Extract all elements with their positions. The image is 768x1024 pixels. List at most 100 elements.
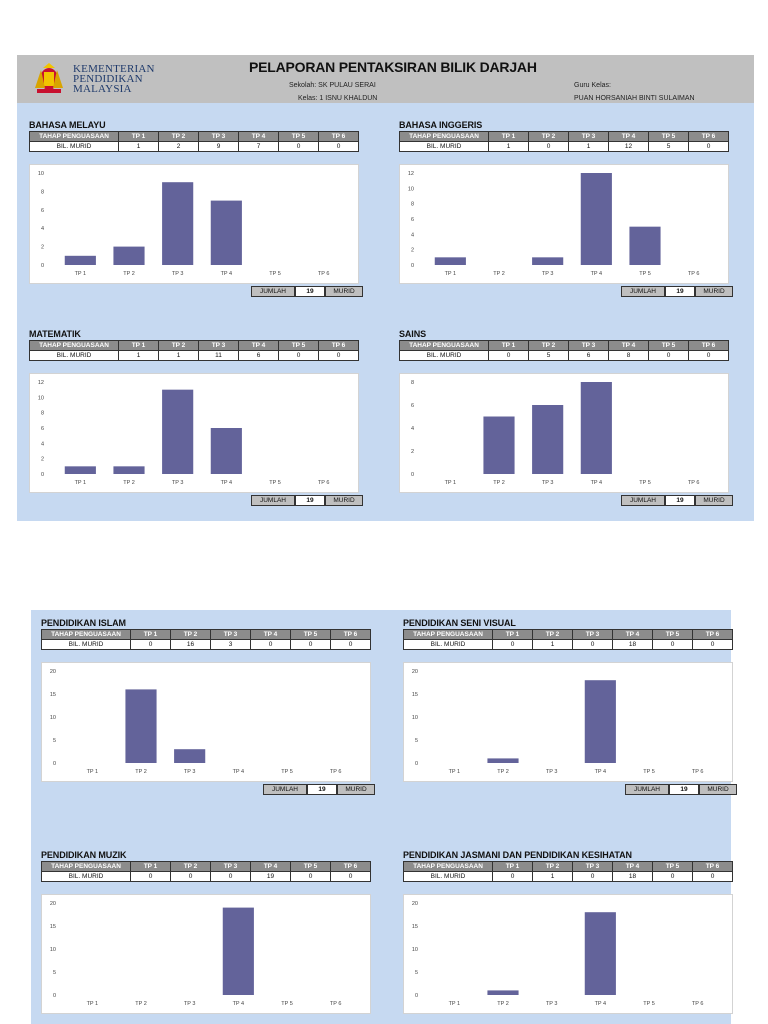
y-tick-label: 4 [411, 426, 414, 432]
x-tick-label-tp-6: TP 6 [330, 769, 342, 775]
header-tp-6: TP 6 [330, 629, 371, 640]
header-tp-2: TP 2 [158, 131, 199, 142]
bar-chart-svg: 0 2 4 6 8 10 12 TP 1 TP 2 TP 3 TP 4 TP 5 TP 6 [408, 171, 700, 277]
jumlah-unit: MURID [695, 286, 733, 297]
jumlah-label: JUMLAH [263, 784, 307, 795]
jumlah-label: JUMLAH [251, 495, 295, 506]
value-tp-4: 12 [608, 141, 649, 152]
y-tick-label: 10 [408, 186, 414, 192]
subject-panel-pendidikan-islam: PENDIDIKAN ISLAM TAHAP PENGUASAAN TP 1 TP 2… [41, 618, 376, 795]
bar-tp-4 [584, 680, 616, 763]
subject-title: PENDIDIKAN ISLAM [41, 618, 126, 628]
y-tick-label: 12 [408, 171, 414, 177]
x-tick-label-tp-1: TP 1 [75, 480, 87, 486]
y-tick-label: 0 [41, 263, 44, 269]
y-tick-label: 2 [41, 457, 44, 463]
value-tp-2: 1 [532, 871, 573, 882]
header-tp-1: TP 1 [118, 340, 159, 351]
x-tick-label-tp-5: TP 5 [281, 769, 293, 775]
x-tick-label-tp-1: TP 1 [445, 480, 457, 486]
coat-of-arms-logo [35, 63, 63, 93]
header-tp-3: TP 3 [210, 861, 251, 872]
value-tp-3: 0 [572, 871, 613, 882]
bar-tp-3 [162, 182, 194, 265]
report-title: PELAPORAN PENTAKSIRAN BILIK DARJAH [249, 59, 537, 75]
y-tick-label: 20 [412, 901, 418, 907]
bar-tp-2 [113, 466, 145, 474]
header-tp-2: TP 2 [158, 340, 199, 351]
school-info: Sekolah: SK PULAU SERAI [289, 82, 376, 89]
x-tick-label-tp-3: TP 3 [172, 480, 184, 486]
x-tick-label-tp-3: TP 3 [546, 769, 558, 775]
tp-table: TAHAP PENGUASAAN TP 1 TP 2 TP 3 TP 4 TP 5 TP 6… [29, 340, 359, 361]
value-tp-2: 1 [158, 350, 199, 361]
value-tp-2: 0 [528, 141, 569, 152]
header-tp-6: TP 6 [692, 861, 733, 872]
value-tp-6: 0 [688, 141, 729, 152]
header-tp-5: TP 5 [648, 340, 689, 351]
bar-tp-4 [210, 428, 242, 474]
value-tp-2: 5 [528, 350, 569, 361]
y-tick-label: 10 [50, 715, 56, 721]
value-tp-3: 6 [568, 350, 609, 361]
value-tp-3: 3 [210, 639, 251, 650]
ministry-line-1: KEMENTERIAN [73, 63, 155, 75]
subject-panel-pendidikan-muzik: PENDIDIKAN MUZIK TAHAP PENGUASAAN TP 1 TP 2… [41, 850, 376, 1014]
bar-chart: 0 2 4 6 8 10 12 TP 1 TP 2 TP 3 TP 4 TP 5 TP 6 [399, 164, 729, 284]
row-label-bil-murid: BIL. MURID [403, 639, 493, 650]
value-tp-4: 6 [238, 350, 279, 361]
x-tick-label-tp-5: TP 5 [643, 769, 655, 775]
value-tp-2: 16 [170, 639, 211, 650]
value-tp-3: 0 [210, 871, 251, 882]
x-tick-label-tp-3: TP 3 [542, 271, 554, 277]
bar-chart: 0 5 10 15 20 TP 1 TP 2 TP 3 TP 4 TP 5 TP 6 [403, 894, 733, 1014]
bar-chart: 0 5 10 15 20 TP 1 TP 2 TP 3 TP 4 TP 5 TP 6 [403, 662, 733, 782]
y-tick-label: 2 [411, 248, 414, 254]
ministry-line-3: MALAYSIA [73, 83, 132, 95]
y-tick-label: 8 [41, 189, 44, 195]
y-tick-label: 12 [38, 380, 44, 386]
y-tick-label: 4 [41, 441, 44, 447]
value-tp-6: 0 [330, 639, 371, 650]
header-tahap-penguasaan: TAHAP PENGUASAAN [41, 861, 131, 872]
jumlah-box: JUMLAH 19 MURID [621, 495, 734, 506]
ministry-name: KEMENTERIAN PENDIDIKAN MALAYSIA [73, 63, 155, 95]
value-tp-4: 0 [250, 639, 291, 650]
header-tp-5: TP 5 [290, 629, 331, 640]
row-label-bil-murid: BIL. MURID [41, 871, 131, 882]
value-tp-1: 0 [130, 871, 171, 882]
header-tahap-penguasaan: TAHAP PENGUASAAN [403, 629, 493, 640]
value-tp-6: 0 [692, 639, 733, 650]
bar-tp-2 [113, 246, 145, 265]
y-tick-label: 8 [411, 380, 414, 386]
y-tick-label: 5 [415, 738, 418, 744]
header-tp-4: TP 4 [612, 629, 653, 640]
header-tp-5: TP 5 [278, 340, 319, 351]
y-tick-label: 0 [411, 263, 414, 269]
value-tp-5: 5 [648, 141, 689, 152]
value-tp-6: 0 [318, 141, 359, 152]
value-tp-3: 0 [572, 639, 613, 650]
value-tp-5: 0 [290, 639, 331, 650]
x-tick-label-tp-5: TP 5 [269, 480, 281, 486]
bar-chart-svg: 0 5 10 15 20 TP 1 TP 2 TP 3 TP 4 TP 5 TP 6 [412, 669, 704, 775]
subject-title: PENDIDIKAN JASMANI DAN PENDIDIKAN KESIHA… [403, 850, 632, 860]
header-tp-2: TP 2 [532, 861, 573, 872]
bar-tp-4 [222, 907, 254, 995]
value-tp-2: 2 [158, 141, 199, 152]
x-tick-label-tp-1: TP 1 [87, 769, 99, 775]
jumlah-box: JUMLAH 19 MURID [251, 495, 364, 506]
jumlah-unit: MURID [337, 784, 375, 795]
jumlah-unit: MURID [699, 784, 737, 795]
row-label-bil-murid: BIL. MURID [29, 350, 119, 361]
header-tp-3: TP 3 [198, 340, 239, 351]
bar-chart: 0 2 4 6 8 TP 1 TP 2 TP 3 TP 4 TP 5 TP 6 [399, 373, 729, 493]
x-tick-label-tp-3: TP 3 [172, 271, 184, 277]
report-sheet-1: KEMENTERIAN PENDIDIKAN MALAYSIA PELAPORA… [17, 55, 754, 521]
header-tp-4: TP 4 [612, 861, 653, 872]
x-tick-label-tp-5: TP 5 [639, 271, 651, 277]
x-tick-label-tp-1: TP 1 [87, 1001, 99, 1007]
y-tick-label: 5 [53, 970, 56, 976]
tp-table: TAHAP PENGUASAAN TP 1 TP 2 TP 3 TP 4 TP 5 TP 6… [403, 861, 733, 882]
y-tick-label: 4 [41, 226, 44, 232]
